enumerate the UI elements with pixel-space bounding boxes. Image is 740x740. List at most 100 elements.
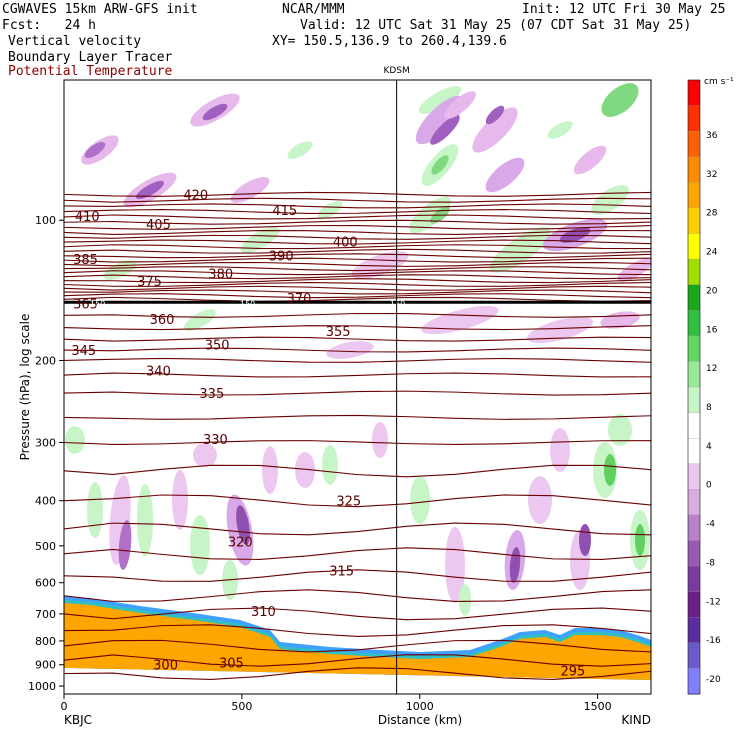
axis-ticks: 100 200 300 400 500 600 700 800 900 1000 0 500 1000 1… [28,214,612,713]
velocity-blob [322,445,338,485]
left-station-label: KBJC [64,713,92,727]
velocity-blob [351,251,409,279]
colorbar-swatch [687,412,701,439]
isentrope-line [64,214,651,220]
header-field-bl-tracer: Boundary Layer Tracer [8,50,173,65]
isentrope-label: 335 [199,387,224,402]
isentrope-line [64,285,651,291]
tropopause-label: 150 [240,299,255,308]
colorbar-level-label: -16 [706,636,721,646]
right-station-label: KIND [621,713,651,727]
isentrope-line [64,569,651,582]
colorbar-level-label: 28 [706,209,718,219]
header-field-potential-temperature: Potential Temperature [8,64,173,79]
colorbar-swatch [687,514,701,542]
terrain-below [64,668,651,694]
isentrope-line [64,293,651,299]
velocity-blob [326,341,374,359]
isentrope-label: 325 [336,495,361,510]
colorbar-swatch [687,258,701,286]
isentrope-line [64,261,651,267]
isentrope-line [64,209,651,214]
isentrope-label: 360 [150,313,175,328]
isentrope-line [64,248,651,254]
isentrope-label: 405 [146,218,171,233]
isentrope-label: 390 [269,249,294,264]
colorbar-level-label: 8 [706,403,712,413]
colorbar-swatch [687,540,701,567]
isentrope-line [64,464,651,478]
isentrope-label: 345 [71,344,96,359]
velocity-blob [410,476,430,524]
colorbar-swatch [687,668,701,695]
velocity-blob [317,201,343,219]
isentrope-line [64,357,651,363]
isentrope-line [64,239,651,245]
header-model: CGWAVES 15km ARW-GFS init [2,2,198,17]
isentrope-label: 410 [75,210,100,225]
x-axis-label: Distance (km) [378,713,462,727]
colorbar-swatch [687,642,701,670]
colorbar-swatch [687,489,701,516]
isentrope-line [64,347,651,353]
isentrope-line [64,224,651,230]
isentrope-line [64,390,651,396]
y-tick-label: 600 [35,577,56,590]
velocity-blob [87,482,103,538]
colorbar-level-label: 36 [706,131,718,141]
isentrope-label: 365 [73,298,98,313]
isentrope-labels: 295 300 305 310 315 320 325 330 335 340 345 350 355 3… [71,188,585,679]
colorbar-level-label: -20 [706,675,721,685]
velocity-blob [240,227,280,253]
header-valid: Valid: 12 UTC Sat 31 May 25 (07 CDT Sat … [300,18,692,33]
isentrope-line [64,219,651,225]
isentrope-line [64,336,651,342]
velocity-blob [651,514,659,526]
velocity-blob [604,454,616,486]
potential-temperature-contours [64,191,651,681]
isentrope-label: 315 [329,565,354,580]
velocity-blob [430,115,460,145]
y-tick-label: 200 [35,354,56,367]
isentrope-label: 305 [219,656,244,671]
isentrope-line [64,654,651,667]
isentrope-line [64,607,651,621]
x-tick-label: 0 [61,700,68,713]
velocity-blob [431,155,449,175]
velocity-blob [591,184,629,216]
plot-area [64,80,651,694]
isentrope-line [64,325,651,331]
colorbar-swatch [687,207,701,235]
x-tick-label: 1500 [584,700,612,713]
colorbar-level-label: 12 [706,364,717,374]
colorbar-level-label: 24 [706,248,718,258]
colorbar-level-label: 32 [706,170,717,180]
colorbar-swatch [687,617,701,644]
velocity-blob [617,258,651,282]
isentrope-label: 415 [272,204,297,219]
y-tick-label: 900 [35,659,56,672]
isentrope-line [64,312,651,318]
colorbar-swatch [687,438,701,465]
velocity-blob [135,180,165,200]
velocity-blob [421,305,499,335]
velocity-blob [445,527,465,603]
velocity-blob [193,443,217,467]
velocity-blob [459,584,471,616]
isentrope-line [64,639,651,653]
isentrope-line [64,266,651,272]
isentrope-label: 310 [251,605,276,620]
colorbar-level-label: -12 [706,597,721,607]
velocity-blob [527,316,593,344]
velocity-blob [550,428,570,472]
isentrope-line [64,197,651,203]
velocity-blob [236,505,250,545]
colorbar-level-label: -8 [706,558,715,568]
velocity-blob [230,177,270,203]
isentrope-label: 300 [153,659,178,674]
tropopause-label: 150 [90,299,105,308]
colorbar-swatch [687,156,701,183]
velocity-blob [190,515,210,575]
x-tick-label: 500 [231,700,252,713]
